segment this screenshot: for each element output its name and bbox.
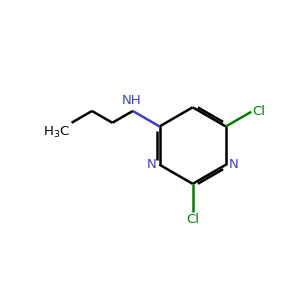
- Text: Cl: Cl: [253, 105, 266, 118]
- Text: Cl: Cl: [186, 213, 199, 226]
- Text: N: N: [147, 158, 157, 171]
- Text: N: N: [229, 158, 238, 171]
- Text: NH: NH: [122, 94, 142, 107]
- Text: H$_3$C: H$_3$C: [43, 125, 70, 140]
